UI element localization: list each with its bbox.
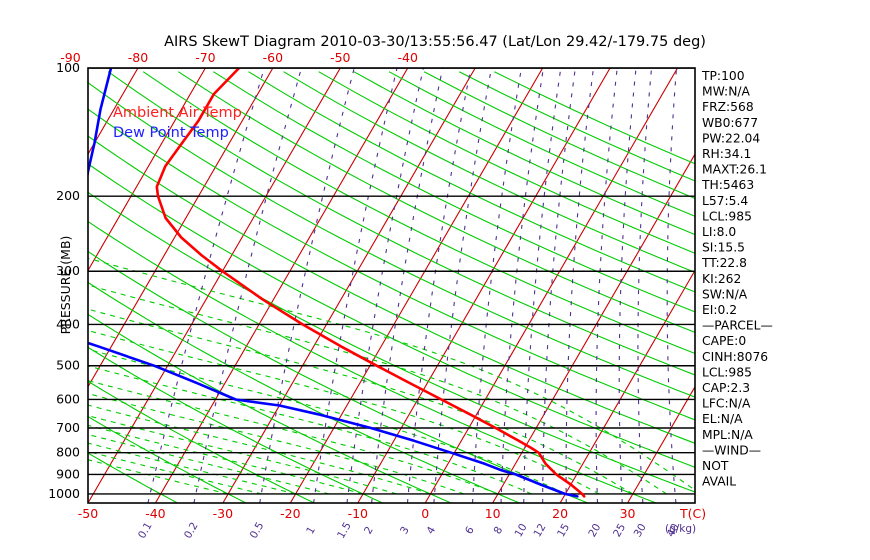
ambient-air-temp-trace xyxy=(155,68,586,498)
dew-point-temp-trace xyxy=(88,68,579,498)
